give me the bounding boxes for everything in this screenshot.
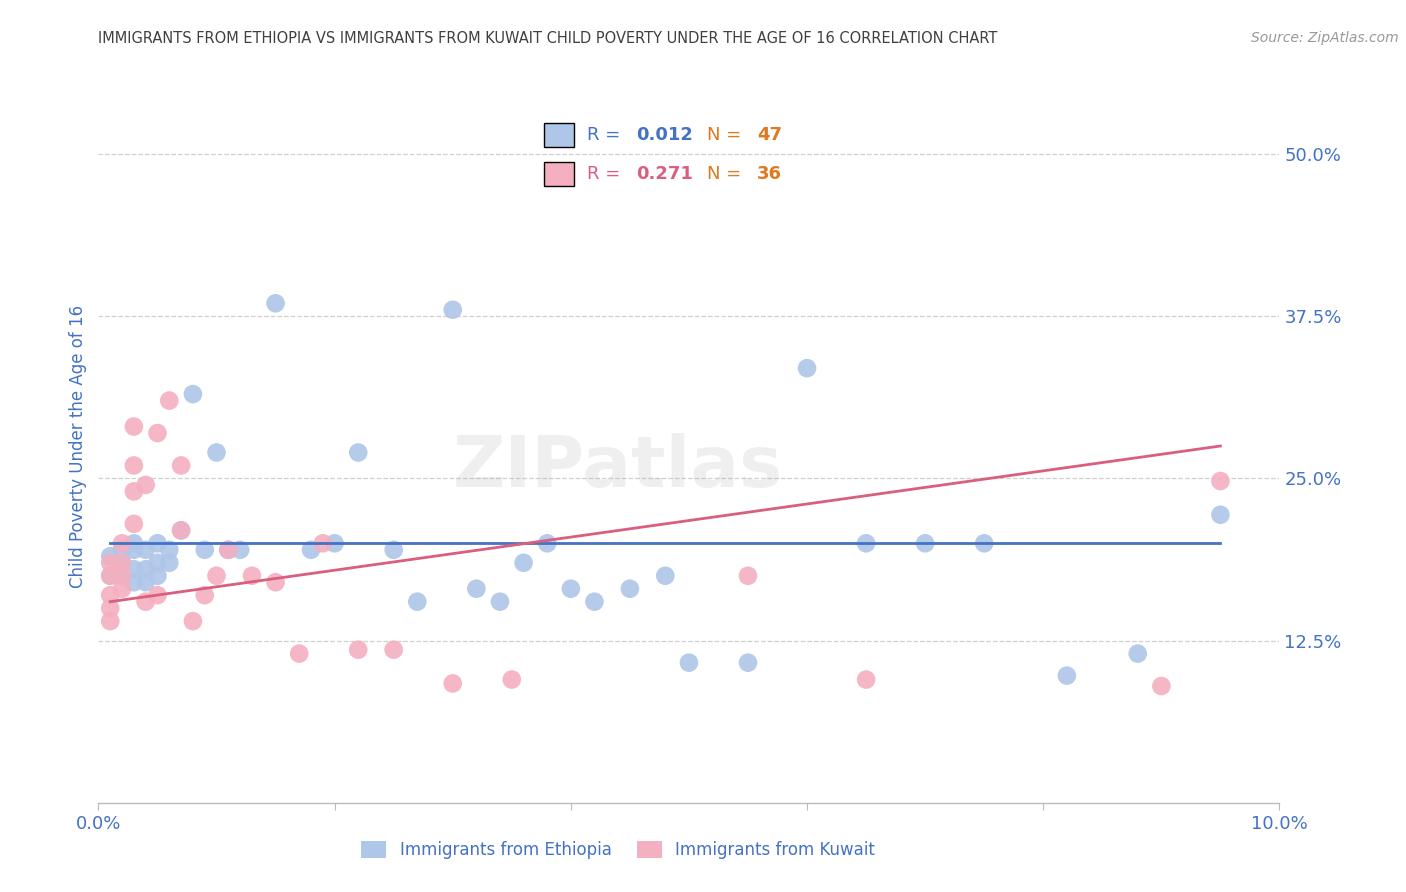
- Point: [737, 568, 759, 582]
- Point: [312, 536, 335, 550]
- Point: [536, 536, 558, 550]
- Text: 0.271: 0.271: [637, 165, 693, 183]
- Point: [170, 524, 193, 538]
- Point: [111, 536, 134, 550]
- Point: [229, 542, 252, 557]
- FancyBboxPatch shape: [544, 123, 575, 147]
- Point: [122, 516, 145, 531]
- Point: [1209, 474, 1232, 488]
- Point: [98, 601, 121, 615]
- Point: [194, 542, 217, 557]
- Point: [406, 595, 429, 609]
- Point: [170, 524, 193, 538]
- FancyBboxPatch shape: [544, 162, 575, 186]
- Point: [347, 642, 370, 657]
- Point: [347, 445, 370, 459]
- Point: [111, 556, 134, 570]
- Point: [217, 542, 239, 557]
- Point: [501, 673, 523, 687]
- Point: [264, 296, 287, 310]
- Point: [583, 595, 606, 609]
- Text: Source: ZipAtlas.com: Source: ZipAtlas.com: [1251, 31, 1399, 45]
- Point: [441, 676, 464, 690]
- Point: [560, 582, 582, 596]
- Point: [181, 387, 204, 401]
- Point: [855, 673, 877, 687]
- Point: [98, 568, 121, 582]
- Point: [98, 614, 121, 628]
- Point: [122, 536, 145, 550]
- Point: [240, 568, 263, 582]
- Point: [382, 642, 405, 657]
- Point: [288, 647, 311, 661]
- Point: [135, 542, 157, 557]
- Point: [122, 458, 145, 473]
- Point: [441, 302, 464, 317]
- Point: [135, 562, 157, 576]
- Point: [135, 478, 157, 492]
- Point: [122, 575, 145, 590]
- Point: [98, 588, 121, 602]
- Point: [122, 484, 145, 499]
- Legend: Immigrants from Ethiopia, Immigrants from Kuwait: Immigrants from Ethiopia, Immigrants fro…: [354, 834, 882, 866]
- Point: [489, 595, 512, 609]
- Text: N =: N =: [707, 165, 748, 183]
- Point: [465, 582, 488, 596]
- Point: [382, 542, 405, 557]
- Point: [98, 568, 121, 582]
- Point: [157, 556, 180, 570]
- Point: [1126, 647, 1149, 661]
- Point: [737, 656, 759, 670]
- Point: [98, 556, 121, 570]
- Point: [323, 536, 346, 550]
- Point: [170, 458, 193, 473]
- Point: [122, 562, 145, 576]
- Point: [205, 445, 228, 459]
- Point: [1056, 668, 1078, 682]
- Point: [512, 556, 534, 570]
- Point: [914, 536, 936, 550]
- Point: [1150, 679, 1173, 693]
- Text: 0.012: 0.012: [637, 127, 693, 145]
- Point: [181, 614, 204, 628]
- Point: [654, 568, 676, 582]
- Text: IMMIGRANTS FROM ETHIOPIA VS IMMIGRANTS FROM KUWAIT CHILD POVERTY UNDER THE AGE O: IMMIGRANTS FROM ETHIOPIA VS IMMIGRANTS F…: [98, 31, 998, 46]
- Point: [111, 568, 134, 582]
- Point: [157, 542, 180, 557]
- Text: R =: R =: [586, 165, 626, 183]
- Point: [157, 393, 180, 408]
- Text: 47: 47: [756, 127, 782, 145]
- Point: [146, 536, 169, 550]
- Point: [135, 575, 157, 590]
- Point: [855, 536, 877, 550]
- Text: N =: N =: [707, 127, 748, 145]
- Point: [1209, 508, 1232, 522]
- Point: [146, 588, 169, 602]
- Point: [205, 568, 228, 582]
- Y-axis label: Child Poverty Under the Age of 16: Child Poverty Under the Age of 16: [69, 304, 87, 588]
- Point: [111, 556, 134, 570]
- Point: [264, 575, 287, 590]
- Text: 36: 36: [756, 165, 782, 183]
- Text: ZIPatlas: ZIPatlas: [453, 433, 783, 502]
- Point: [135, 595, 157, 609]
- Point: [973, 536, 995, 550]
- Text: R =: R =: [586, 127, 626, 145]
- Point: [146, 568, 169, 582]
- Point: [111, 582, 134, 596]
- Point: [111, 568, 134, 582]
- Point: [619, 582, 641, 596]
- Point: [217, 542, 239, 557]
- Point: [194, 588, 217, 602]
- Point: [98, 549, 121, 564]
- Point: [146, 425, 169, 440]
- Point: [111, 542, 134, 557]
- Point: [299, 542, 322, 557]
- Point: [678, 656, 700, 670]
- Point: [796, 361, 818, 376]
- Point: [122, 542, 145, 557]
- Point: [146, 556, 169, 570]
- Point: [122, 419, 145, 434]
